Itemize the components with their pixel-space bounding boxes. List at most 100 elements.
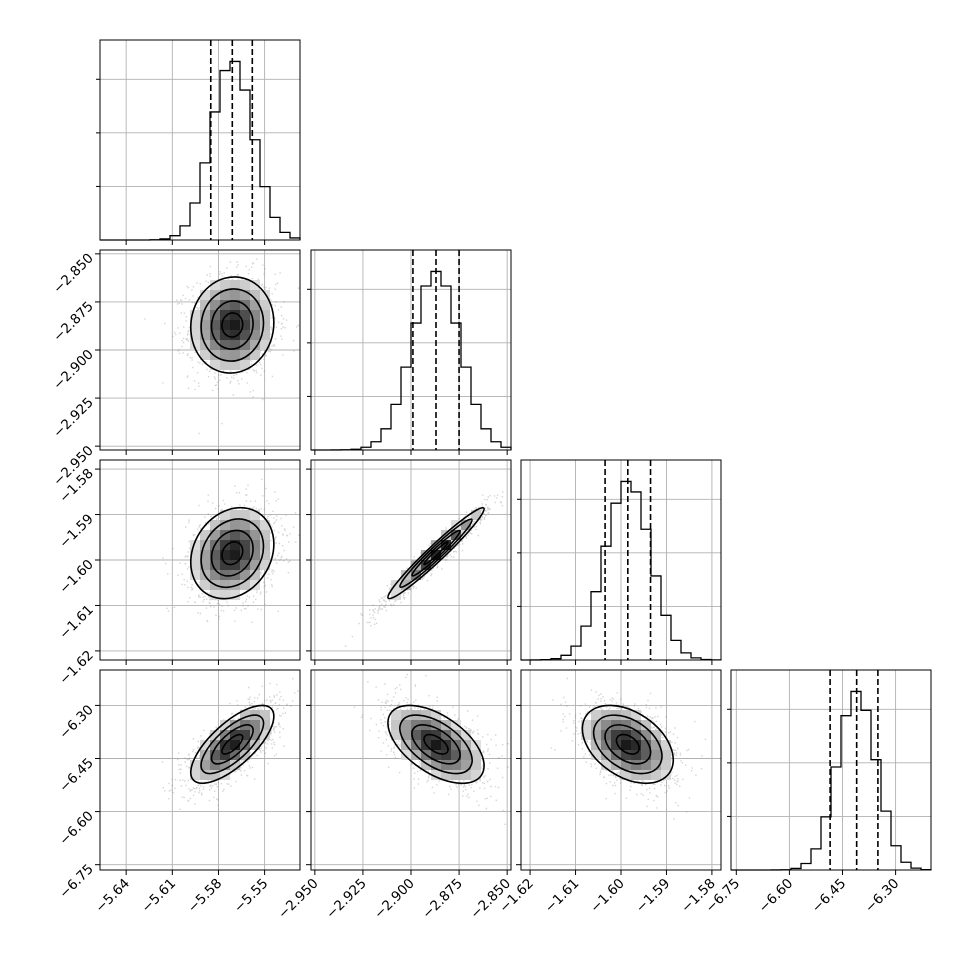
histogram-3 bbox=[731, 690, 932, 871]
contour-3 bbox=[189, 704, 275, 785]
density-cell bbox=[190, 550, 200, 560]
y-tick-label-3-2: −6.45 bbox=[56, 755, 97, 796]
density-cell bbox=[581, 730, 591, 740]
axes-frame bbox=[99, 39, 301, 241]
density-cell bbox=[581, 720, 591, 730]
density-cell bbox=[250, 290, 260, 300]
y-tick-label-3-3: −6.30 bbox=[56, 702, 97, 743]
density-cell bbox=[391, 720, 401, 730]
x-tick-label-2-2: −1.60 bbox=[587, 876, 628, 917]
histogram-panel-0 bbox=[96, 39, 301, 241]
density-cell bbox=[621, 770, 631, 780]
density-cell bbox=[461, 750, 471, 760]
density-cell bbox=[591, 710, 601, 720]
density-cell bbox=[200, 760, 210, 770]
density-cell bbox=[250, 330, 260, 340]
x-tick-label-3-2: −6.45 bbox=[809, 876, 850, 917]
density-cell bbox=[250, 740, 260, 750]
density-cell bbox=[210, 590, 220, 600]
density-cell bbox=[230, 580, 240, 590]
contour-1 bbox=[411, 724, 461, 765]
density-cell bbox=[220, 590, 230, 600]
density-cell bbox=[401, 710, 411, 720]
density-cell bbox=[411, 730, 421, 740]
density-cell bbox=[240, 540, 250, 550]
density-cell bbox=[210, 760, 220, 770]
contour-3 bbox=[581, 704, 675, 785]
density-cell bbox=[240, 340, 250, 350]
density-cell bbox=[240, 310, 250, 320]
x-tick-label-0-0: −5.64 bbox=[92, 876, 133, 917]
density-cell bbox=[471, 510, 481, 520]
contour-0 bbox=[221, 541, 244, 566]
density-cell bbox=[631, 730, 641, 740]
density-cell bbox=[260, 330, 270, 340]
density-cell bbox=[260, 730, 270, 740]
density-cell bbox=[421, 760, 431, 770]
density-cell bbox=[641, 760, 651, 770]
x-tick-label-0-2: −5.58 bbox=[185, 876, 226, 917]
density-cell bbox=[220, 520, 230, 530]
density-cell bbox=[230, 520, 240, 530]
density-cell bbox=[391, 710, 401, 720]
density-cell bbox=[260, 560, 270, 570]
density-cell bbox=[230, 720, 240, 730]
density-cell bbox=[210, 280, 220, 290]
density-cell bbox=[200, 740, 210, 750]
density-cell bbox=[260, 720, 270, 730]
density-cell bbox=[220, 300, 230, 310]
axes-frame bbox=[99, 669, 301, 871]
density-cell bbox=[451, 730, 461, 740]
x-tick-label-1-0: −2.950 bbox=[275, 876, 322, 923]
density-cell bbox=[220, 510, 230, 520]
density-cell bbox=[240, 320, 250, 330]
x-tick-label-3-3: −6.30 bbox=[862, 876, 903, 917]
density-cell bbox=[220, 540, 230, 550]
density-cell bbox=[421, 710, 431, 720]
density-cell bbox=[250, 300, 260, 310]
density-cell bbox=[220, 750, 230, 760]
density-cell bbox=[210, 520, 220, 530]
density-cell bbox=[641, 770, 651, 780]
density-cell bbox=[230, 540, 240, 550]
density-cell bbox=[661, 770, 671, 780]
contour-2 bbox=[200, 288, 265, 362]
density-cell bbox=[210, 770, 220, 780]
density-cell bbox=[190, 340, 200, 350]
density-cell bbox=[210, 340, 220, 350]
density-cell bbox=[210, 740, 220, 750]
density-cell bbox=[250, 560, 260, 570]
x-tick-label-1-3: −2.875 bbox=[419, 876, 466, 923]
density-cell bbox=[451, 750, 461, 760]
density-cell bbox=[210, 570, 220, 580]
density-cell bbox=[601, 720, 611, 730]
density-cell bbox=[431, 750, 441, 760]
density-cell bbox=[210, 530, 220, 540]
contour-0 bbox=[423, 541, 449, 566]
density-cell bbox=[621, 740, 631, 750]
x-tick-label-0-3: −5.55 bbox=[231, 876, 272, 917]
y-tick-label-1-4: −2.850 bbox=[50, 250, 97, 297]
density-cell bbox=[230, 730, 240, 740]
density-cell bbox=[451, 770, 461, 780]
density-cell bbox=[230, 280, 240, 290]
density-cell bbox=[230, 350, 240, 360]
contour-0 bbox=[221, 733, 244, 755]
contour-1 bbox=[604, 724, 652, 765]
density-cell bbox=[471, 770, 481, 780]
density-cell bbox=[631, 760, 641, 770]
density-cell bbox=[461, 730, 471, 740]
scatter-panel-3-1 bbox=[310, 669, 512, 871]
contour-3 bbox=[387, 704, 485, 785]
density-cell bbox=[230, 560, 240, 570]
scatter-panel-3-0 bbox=[99, 669, 301, 871]
density-cell bbox=[411, 720, 421, 730]
density-cell bbox=[661, 760, 671, 770]
density-cell bbox=[240, 740, 250, 750]
density-cell bbox=[200, 310, 210, 320]
density-cell bbox=[190, 540, 200, 550]
density-cell bbox=[651, 760, 661, 770]
density-cell bbox=[190, 320, 200, 330]
density-cell bbox=[250, 720, 260, 730]
